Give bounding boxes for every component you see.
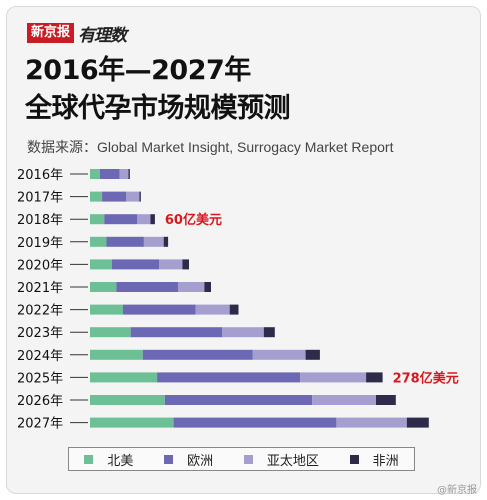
bar-2021-series-2 xyxy=(178,282,205,292)
bar-2019-series-1 xyxy=(106,236,144,247)
bar-2027-series-2 xyxy=(336,417,407,428)
bar-2021-series-3 xyxy=(204,282,211,292)
bar-2027-series-1 xyxy=(173,417,337,428)
tick-label-2016: 2016年 xyxy=(17,168,63,183)
bar-2020-series-1 xyxy=(112,259,160,270)
tick-label-2018: 2018年 xyxy=(17,213,63,228)
bar-2018-series-3 xyxy=(150,214,155,225)
tick-label-2026: 2026年 xyxy=(17,394,63,409)
bar-2017-series-0 xyxy=(90,191,103,202)
chart-legend: 北美 欧洲 亚太地区 非洲 xyxy=(68,447,415,471)
bar-2021-series-0 xyxy=(90,282,117,292)
tick-label-2027: 2027年 xyxy=(17,417,63,432)
bar-2016-series-2 xyxy=(119,169,129,179)
bar-2023-series-0 xyxy=(90,327,131,338)
brand-column-name: 有理数 xyxy=(78,25,127,46)
bar-2017-series-3 xyxy=(139,191,141,202)
bar-2027-series-0 xyxy=(90,417,174,428)
tick-label-2019: 2019年 xyxy=(17,236,63,251)
bar-2024-series-0 xyxy=(90,349,143,360)
bar-2016-series-1 xyxy=(99,169,120,179)
tick-label-2022: 2022年 xyxy=(17,304,63,319)
bar-2023-series-2 xyxy=(222,327,264,338)
bar-2019-series-3 xyxy=(163,236,169,247)
bar-2024-series-1 xyxy=(142,349,253,360)
bar-2020-series-0 xyxy=(90,259,112,270)
tick-label-2017: 2017年 xyxy=(17,191,63,206)
legend-swatch-1 xyxy=(164,454,174,464)
brand-name: 新京报 xyxy=(27,23,75,43)
watermark: @新京报 xyxy=(437,485,477,496)
legend-item-0: 北美 xyxy=(84,450,133,469)
legend-label-2: 亚太地区 xyxy=(266,453,319,469)
bar-2026-series-0 xyxy=(90,395,165,405)
bar-2025-series-2 xyxy=(300,372,367,383)
bar-2025-series-1 xyxy=(157,372,301,383)
bar-2025-series-0 xyxy=(90,372,158,383)
tick-label-2025: 2025年 xyxy=(17,371,63,386)
legend-swatch-0 xyxy=(84,454,94,464)
legend-label-1: 欧洲 xyxy=(187,453,214,469)
bar-2027-series-3 xyxy=(406,417,429,428)
chart-title-line2: 全球代孕市场规模预测 xyxy=(25,93,291,124)
bar-2022-series-0 xyxy=(90,304,123,315)
data-label-2025: 278亿美元 xyxy=(393,370,459,386)
bar-2022-series-1 xyxy=(123,304,196,315)
bar-2026-series-3 xyxy=(376,395,396,405)
legend-label-3: 非洲 xyxy=(372,453,399,469)
legend-item-2: 亚太地区 xyxy=(243,450,319,469)
bar-2024-series-3 xyxy=(305,349,320,360)
chart-card: 新京报 有理数 2016年—2027年 全球代孕市场规模预测 数据来源：Glob… xyxy=(6,6,481,494)
data-label-2018: 60亿美元 xyxy=(165,212,222,228)
bar-2016-series-0 xyxy=(90,169,100,179)
bar-2018-series-0 xyxy=(90,214,105,225)
data-source: 数据来源：Global Market Insight, Surrogacy Ma… xyxy=(27,139,394,155)
chart-title-line1: 2016年—2027年 xyxy=(25,55,251,86)
brand-logo: 新京报 有理数 xyxy=(27,23,127,46)
bar-2022-series-2 xyxy=(195,304,230,315)
legend-label-0: 北美 xyxy=(107,453,134,469)
bar-2018-series-1 xyxy=(104,214,138,225)
bar-2019-series-0 xyxy=(90,236,107,247)
tick-label-2020: 2020年 xyxy=(17,258,63,273)
legend-swatch-2 xyxy=(243,454,253,464)
bar-2017-series-2 xyxy=(126,191,140,202)
bar-2020-series-2 xyxy=(159,259,183,270)
bar-2016-series-3 xyxy=(128,169,130,179)
bar-2023-series-3 xyxy=(263,327,275,338)
bar-2019-series-2 xyxy=(143,236,164,247)
bar-2023-series-1 xyxy=(130,327,222,338)
tick-label-2021: 2021年 xyxy=(17,281,63,296)
bar-2018-series-2 xyxy=(137,214,151,225)
legend-item-1: 欧洲 xyxy=(164,450,213,469)
bar-2026-series-1 xyxy=(164,395,313,405)
legend-item-3: 非洲 xyxy=(349,450,399,469)
bar-2024-series-2 xyxy=(252,349,306,360)
bar-2021-series-1 xyxy=(116,282,178,292)
bar-2026-series-2 xyxy=(312,395,376,405)
legend-swatch-3 xyxy=(349,454,359,464)
bar-2025-series-3 xyxy=(366,372,383,383)
bar-2017-series-1 xyxy=(102,191,127,202)
tick-label-2024: 2024年 xyxy=(17,349,63,364)
bar-2020-series-3 xyxy=(182,259,189,270)
tick-label-2023: 2023年 xyxy=(17,326,63,341)
bar-2022-series-3 xyxy=(229,304,239,315)
